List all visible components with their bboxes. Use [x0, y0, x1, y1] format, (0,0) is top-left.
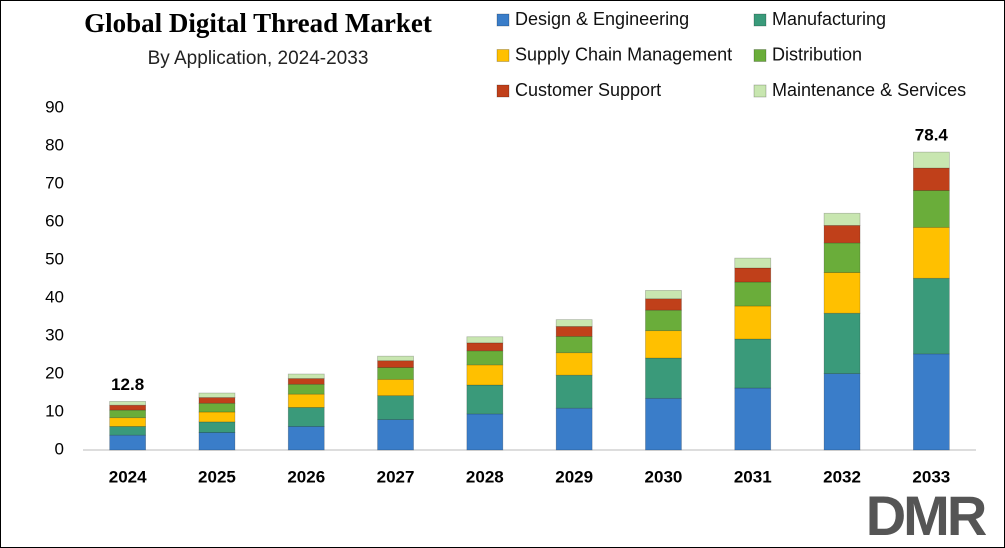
bar-segment	[287, 407, 325, 427]
bar-segment	[109, 434, 147, 451]
bar-segment	[198, 392, 236, 398]
bar-segment	[823, 373, 861, 451]
bar-segment	[912, 151, 950, 169]
bar-segment	[377, 395, 414, 420]
bar-segment	[466, 336, 504, 344]
bar-segment	[645, 298, 682, 311]
bar-segment	[645, 290, 682, 300]
x-tick-label: 2024	[109, 467, 147, 486]
bar-segment	[734, 281, 772, 307]
bar-segment	[287, 378, 325, 385]
bar-segment	[645, 357, 682, 399]
bar-segment	[645, 330, 682, 359]
bar-segment	[555, 326, 593, 337]
bar-segment	[734, 338, 772, 389]
bar-segment	[823, 242, 861, 273]
legend-label: Distribution	[772, 44, 862, 64]
x-tick-label: 2033	[912, 467, 950, 486]
total-label: 78.4	[915, 126, 949, 145]
bar-segment	[912, 277, 950, 355]
bar-segment	[734, 267, 772, 283]
legend-label: Supply Chain Management	[515, 44, 732, 64]
y-tick-label: 10	[45, 401, 64, 420]
bar-segment	[198, 432, 236, 451]
bar-segment	[377, 360, 414, 368]
x-tick-label: 2025	[198, 467, 236, 486]
bar-segment	[823, 212, 861, 226]
bar-segment	[555, 407, 593, 451]
bar-segment	[912, 167, 950, 191]
x-tick-label: 2030	[645, 467, 683, 486]
bar-segment	[466, 413, 504, 451]
bar-segment	[466, 364, 504, 386]
bar-segment	[555, 319, 593, 327]
bar-segment	[198, 411, 236, 423]
legend-label: Design & Engineering	[515, 9, 689, 29]
x-tick-label: 2028	[466, 467, 504, 486]
x-tick-label: 2031	[734, 467, 772, 486]
bar-segment	[734, 305, 772, 340]
bar-segment	[198, 421, 236, 433]
bar-segment	[109, 417, 147, 427]
bar-segment	[555, 352, 593, 376]
legend-marker	[753, 49, 767, 62]
bar-segment	[287, 373, 325, 379]
bar-segment	[198, 397, 236, 404]
bar-segment	[198, 402, 236, 413]
x-tick-label: 2026	[287, 467, 325, 486]
bar-segment	[645, 397, 682, 451]
y-tick-label: 20	[45, 363, 64, 382]
bar-segment	[287, 393, 325, 408]
bar-segment	[287, 383, 325, 395]
y-tick-label: 40	[45, 287, 64, 306]
y-tick-label: 0	[55, 439, 64, 458]
bar-segment	[645, 309, 682, 332]
bar-segment	[823, 225, 861, 244]
bar-segment	[377, 367, 414, 380]
legend-marker	[496, 13, 510, 27]
bar-segment	[555, 336, 593, 354]
bar-segment	[109, 401, 147, 406]
y-tick-label: 30	[45, 325, 64, 344]
y-tick-label: 90	[45, 97, 64, 116]
bar-segment	[466, 342, 504, 352]
legend-marker	[496, 49, 510, 62]
y-tick-label: 70	[45, 173, 64, 192]
x-tick-label: 2029	[555, 467, 593, 486]
bar-segment	[377, 419, 414, 451]
legend-marker	[753, 13, 767, 27]
total-label: 12.8	[111, 375, 144, 394]
bar-segment	[109, 409, 147, 419]
y-tick-label: 80	[45, 135, 64, 154]
bar-segment	[377, 378, 414, 397]
legend-label: Maintenance & Services	[772, 80, 966, 100]
bar-segment	[109, 404, 147, 411]
bar-segment	[555, 374, 593, 409]
legend-label: Customer Support	[515, 80, 661, 100]
bar-segment	[912, 226, 950, 279]
bar-segment	[734, 257, 772, 269]
bar-segment	[912, 190, 950, 228]
bar-segment	[823, 312, 861, 374]
x-tick-label: 2032	[823, 467, 861, 486]
bar-segment	[466, 384, 504, 415]
bar-segment	[734, 387, 772, 451]
bar-segment	[823, 272, 861, 314]
legend-marker	[753, 84, 767, 98]
bar-segment	[912, 353, 950, 451]
chart-subtitle: By Application, 2024-2033	[148, 48, 369, 69]
bar-segment	[377, 355, 414, 362]
logo: DMR	[866, 484, 987, 547]
y-tick-label: 50	[45, 249, 64, 268]
legend-label: Manufacturing	[772, 9, 886, 29]
bar-segment	[109, 426, 147, 436]
legend-marker	[496, 84, 510, 98]
x-tick-label: 2027	[377, 467, 415, 486]
chart-title: Global Digital Thread Market	[84, 8, 432, 38]
bar-segment	[466, 350, 504, 366]
bar-segment	[287, 426, 325, 451]
y-tick-label: 60	[45, 211, 64, 230]
